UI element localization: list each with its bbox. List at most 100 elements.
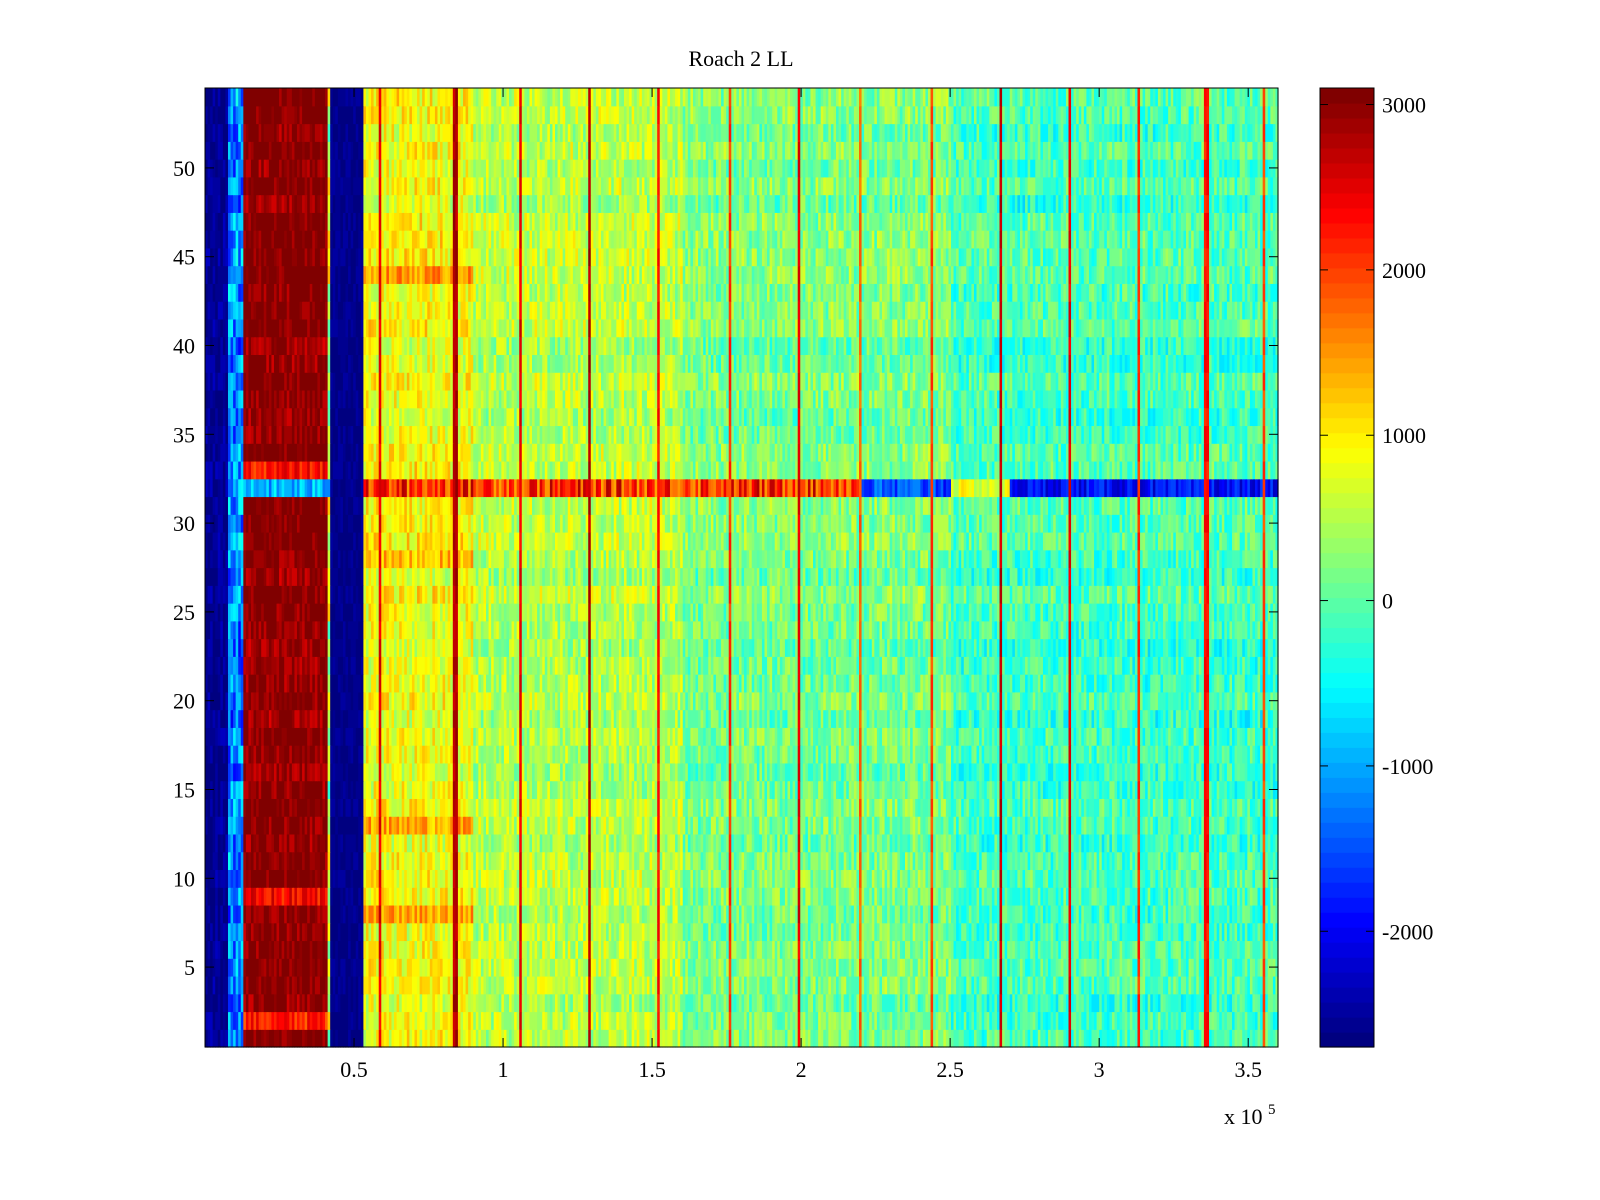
heatmap-cell bbox=[815, 922, 819, 942]
heatmap-cell bbox=[1096, 1011, 1100, 1030]
heatmap-cell bbox=[603, 1011, 607, 1030]
heatmap-cell bbox=[925, 904, 929, 924]
heatmap-cell bbox=[1196, 887, 1200, 906]
heatmap-cell bbox=[991, 940, 996, 959]
heatmap-cell bbox=[588, 958, 592, 977]
heatmap-cell bbox=[373, 975, 377, 995]
heatmap-cell bbox=[526, 1011, 531, 1030]
heatmap-cell bbox=[486, 975, 490, 995]
heatmap-cell bbox=[506, 887, 510, 906]
heatmap-cell bbox=[818, 887, 822, 906]
heatmap-cell bbox=[769, 993, 773, 1013]
heatmap-cell bbox=[509, 1011, 513, 1030]
heatmap-cell bbox=[751, 1011, 755, 1030]
heatmap-cell bbox=[616, 958, 620, 977]
heatmap-cell bbox=[1183, 887, 1187, 906]
heatmap-cell bbox=[271, 904, 275, 924]
heatmap-cell bbox=[235, 940, 239, 959]
heatmap-cell bbox=[623, 975, 628, 995]
heatmap-cell bbox=[1142, 940, 1146, 959]
heatmap-cell bbox=[1260, 922, 1264, 942]
heatmap-cell bbox=[1173, 958, 1177, 977]
heatmap-cell bbox=[291, 993, 296, 1013]
heatmap-cell bbox=[273, 940, 278, 959]
heatmap-cell bbox=[281, 922, 285, 942]
heatmap-cell bbox=[1242, 1029, 1246, 1048]
heatmap-cell bbox=[621, 887, 625, 906]
heatmap-cell bbox=[455, 993, 459, 1013]
heatmap-cell bbox=[626, 993, 630, 1013]
heatmap-cell bbox=[894, 1029, 898, 1048]
heatmap-cell bbox=[422, 904, 426, 924]
heatmap-cell bbox=[419, 940, 423, 959]
heatmap-cell bbox=[445, 975, 449, 995]
heatmap-cell bbox=[299, 940, 303, 959]
heatmap-cell bbox=[1045, 922, 1049, 942]
heatmap-cell bbox=[498, 887, 502, 906]
heatmap-cell bbox=[304, 904, 308, 924]
heatmap-cell bbox=[861, 904, 865, 924]
heatmap-cell bbox=[291, 1011, 296, 1030]
heatmap-cell bbox=[1221, 958, 1225, 977]
heatmap-cell bbox=[391, 904, 395, 924]
heatmap-cell bbox=[542, 922, 546, 942]
heatmap-cell bbox=[437, 958, 441, 977]
heatmap-cell bbox=[1086, 1011, 1090, 1030]
heatmap-cell bbox=[240, 940, 244, 959]
heatmap-cell bbox=[238, 887, 242, 906]
heatmap-cell bbox=[915, 993, 919, 1013]
heatmap-cell bbox=[1035, 1011, 1039, 1030]
heatmap-cell bbox=[807, 887, 812, 906]
heatmap-cell bbox=[215, 975, 219, 995]
heatmap-cell bbox=[271, 1029, 275, 1048]
heatmap-cell bbox=[1060, 975, 1064, 995]
heatmap-cell bbox=[1257, 940, 1261, 959]
heatmap-cell bbox=[680, 975, 684, 995]
heatmap-cell bbox=[629, 922, 633, 942]
heatmap-cell bbox=[833, 922, 837, 942]
heatmap-cell bbox=[1106, 1029, 1110, 1048]
heatmap-cell bbox=[718, 904, 722, 924]
heatmap-cell bbox=[866, 940, 870, 959]
heatmap-cell bbox=[317, 993, 321, 1013]
heatmap-cell bbox=[325, 869, 329, 888]
heatmap-cell bbox=[1221, 1029, 1225, 1048]
heatmap-cell bbox=[971, 904, 975, 924]
heatmap-cell bbox=[1035, 1029, 1039, 1048]
heatmap-cell bbox=[687, 887, 691, 906]
heatmap-cell bbox=[853, 1029, 858, 1048]
heatmap-cell bbox=[1188, 1029, 1192, 1048]
heatmap-cell bbox=[312, 904, 316, 924]
heatmap-cell bbox=[258, 958, 262, 977]
heatmap-cell bbox=[675, 958, 679, 977]
heatmap-cell bbox=[212, 922, 216, 942]
heatmap-cell bbox=[976, 887, 980, 906]
heatmap-cell bbox=[721, 887, 725, 906]
heatmap-cell bbox=[1037, 993, 1041, 1013]
heatmap-cell bbox=[475, 887, 479, 906]
heatmap-cell bbox=[440, 922, 444, 942]
heatmap-cell bbox=[767, 1029, 771, 1048]
heatmap-cell bbox=[212, 887, 216, 906]
heatmap-cell bbox=[526, 922, 531, 942]
heatmap-cell bbox=[925, 1029, 929, 1048]
heatmap-cell bbox=[769, 975, 773, 995]
heatmap-cell bbox=[1175, 1029, 1179, 1048]
heatmap-cell bbox=[565, 993, 569, 1013]
heatmap-cell bbox=[1157, 1029, 1162, 1048]
heatmap-cell bbox=[958, 887, 962, 906]
heatmap-cell bbox=[363, 993, 367, 1013]
heatmap-cell bbox=[1030, 1029, 1034, 1048]
heatmap-cell bbox=[700, 993, 704, 1013]
heatmap-cell bbox=[662, 1011, 666, 1030]
heatmap-cell bbox=[304, 993, 308, 1013]
heatmap-cell bbox=[1094, 993, 1098, 1013]
heatmap-cell bbox=[912, 975, 916, 995]
heatmap-cell bbox=[488, 975, 492, 995]
heatmap-cell bbox=[626, 975, 630, 995]
heatmap-cell bbox=[884, 904, 888, 924]
heatmap-cell bbox=[667, 940, 671, 959]
heatmap-cell bbox=[710, 940, 714, 959]
heatmap-cell bbox=[884, 887, 888, 906]
